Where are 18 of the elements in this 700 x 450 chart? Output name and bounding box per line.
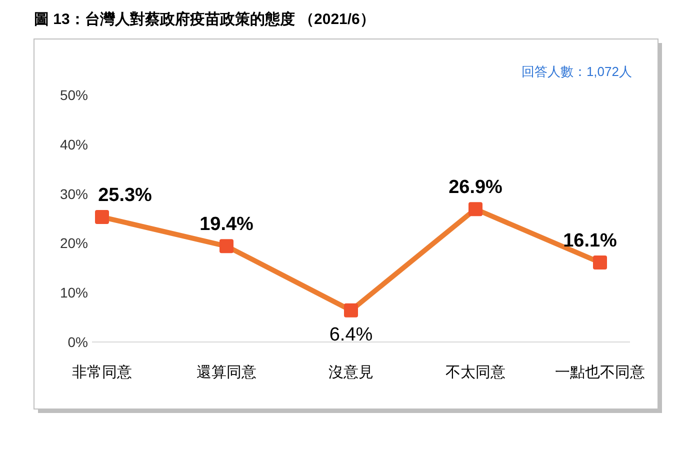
data-label: 25.3% (98, 185, 152, 206)
ytick: 10% (60, 284, 88, 301)
xtick: 還算同意 (196, 364, 256, 381)
ytick: 40% (60, 136, 88, 152)
data-label: 6.4% (329, 324, 373, 346)
data-label: 16.1% (563, 230, 617, 252)
xtick: 沒意見 (328, 364, 374, 381)
ytick: 0% (68, 334, 88, 350)
xtick: 非常同意 (72, 364, 132, 381)
title: 圖 13：台灣人對蔡政府疫苗政策的態度 （2021/6） (34, 11, 375, 28)
ytick: 20% (60, 235, 88, 252)
ytick: 50% (60, 87, 88, 103)
ytick: 30% (60, 186, 88, 202)
xtick: 一點也不同意 (555, 364, 645, 381)
data-label: 19.4% (200, 214, 254, 236)
xtick: 不太同意 (446, 364, 506, 381)
annotation: 回答人數：1,072人 (521, 64, 632, 79)
data-label: 26.9% (448, 177, 502, 198)
